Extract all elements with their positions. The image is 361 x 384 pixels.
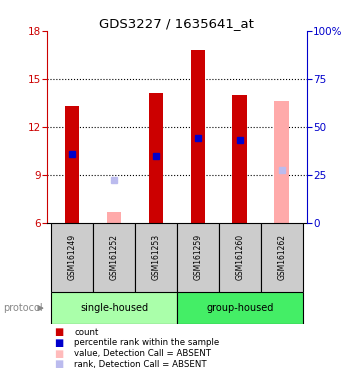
Text: GSM161259: GSM161259: [193, 234, 203, 280]
Text: ■: ■: [54, 349, 64, 359]
Bar: [219, 223, 261, 292]
Text: protocol: protocol: [4, 303, 43, 313]
Bar: [232, 95, 247, 223]
Text: single-housed: single-housed: [80, 303, 148, 313]
Text: ■: ■: [54, 327, 64, 337]
Bar: [51, 223, 93, 292]
Bar: [274, 101, 289, 223]
Text: ■: ■: [54, 359, 64, 369]
Text: GSM161262: GSM161262: [277, 234, 286, 280]
Bar: [93, 223, 135, 292]
Bar: [51, 292, 177, 324]
Title: GDS3227 / 1635641_at: GDS3227 / 1635641_at: [99, 17, 255, 30]
Text: ■: ■: [54, 338, 64, 348]
Bar: [261, 223, 303, 292]
Bar: [65, 106, 79, 223]
Text: GSM161253: GSM161253: [151, 234, 160, 280]
Text: GSM161249: GSM161249: [68, 234, 77, 280]
Bar: [191, 50, 205, 223]
Text: value, Detection Call = ABSENT: value, Detection Call = ABSENT: [74, 349, 211, 358]
Text: count: count: [74, 328, 99, 337]
Text: group-housed: group-housed: [206, 303, 274, 313]
Text: GSM161260: GSM161260: [235, 234, 244, 280]
Bar: [177, 292, 303, 324]
Bar: [177, 223, 219, 292]
Text: percentile rank within the sample: percentile rank within the sample: [74, 338, 219, 348]
Bar: [135, 223, 177, 292]
Text: GSM161252: GSM161252: [109, 234, 118, 280]
Text: rank, Detection Call = ABSENT: rank, Detection Call = ABSENT: [74, 360, 206, 369]
Bar: [106, 212, 121, 223]
Bar: [149, 93, 163, 223]
